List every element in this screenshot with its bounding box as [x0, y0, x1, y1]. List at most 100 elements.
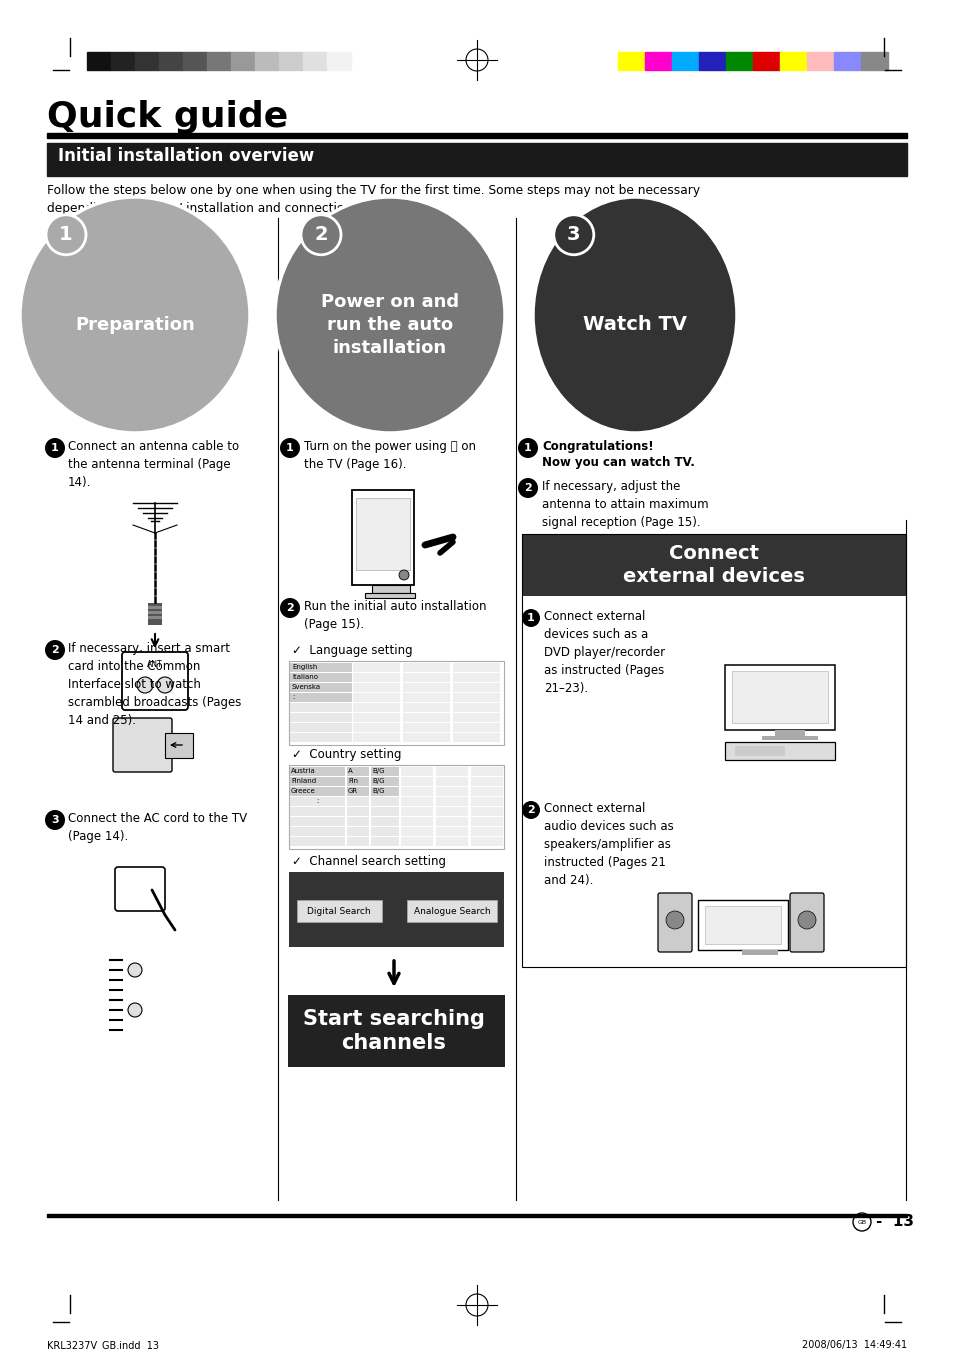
Ellipse shape: [274, 197, 504, 433]
Bar: [471, 778, 502, 786]
Text: Fin: Fin: [348, 778, 357, 784]
FancyBboxPatch shape: [789, 892, 823, 952]
Bar: [290, 767, 345, 776]
Ellipse shape: [533, 197, 737, 433]
FancyBboxPatch shape: [112, 718, 172, 772]
Bar: [436, 807, 468, 815]
Bar: [290, 703, 352, 711]
Circle shape: [45, 810, 65, 830]
Bar: [471, 807, 502, 815]
Bar: [724, 666, 834, 730]
Circle shape: [280, 437, 299, 458]
Bar: [290, 733, 352, 743]
Bar: [734, 747, 784, 756]
Bar: [296, 900, 381, 922]
Text: :: :: [315, 798, 318, 805]
Bar: [347, 807, 369, 815]
Bar: [183, 53, 207, 70]
Bar: [371, 837, 398, 846]
Bar: [347, 787, 369, 796]
Bar: [725, 53, 752, 70]
Bar: [436, 796, 468, 806]
Bar: [231, 53, 254, 70]
Bar: [290, 713, 352, 722]
Text: If necessary, insert a smart
card into the Common
Interface slot to watch
scramb: If necessary, insert a smart card into t…: [68, 643, 241, 728]
Bar: [347, 796, 369, 806]
Bar: [453, 674, 499, 682]
Bar: [290, 724, 352, 732]
Circle shape: [521, 801, 539, 819]
Bar: [402, 703, 450, 711]
Circle shape: [128, 963, 142, 977]
Text: Italiano: Italiano: [292, 674, 317, 680]
Bar: [207, 53, 231, 70]
Bar: [453, 683, 499, 693]
Bar: [402, 683, 450, 693]
Circle shape: [280, 598, 299, 618]
Text: ✓  Language setting: ✓ Language setting: [292, 644, 413, 657]
Text: ✓  Country setting: ✓ Country setting: [292, 748, 401, 761]
Circle shape: [157, 676, 172, 693]
Bar: [400, 787, 433, 796]
Text: A: A: [348, 768, 353, 774]
Bar: [806, 53, 833, 70]
Circle shape: [554, 215, 593, 255]
Bar: [353, 693, 399, 702]
Bar: [453, 693, 499, 702]
Text: GB: GB: [857, 1219, 865, 1224]
Bar: [290, 778, 345, 786]
Bar: [148, 616, 162, 620]
Circle shape: [665, 911, 683, 929]
Bar: [699, 53, 725, 70]
Bar: [400, 778, 433, 786]
Bar: [752, 53, 780, 70]
Text: Quick guide: Quick guide: [47, 100, 288, 134]
Bar: [833, 53, 861, 70]
Text: 1: 1: [523, 443, 532, 454]
Text: GR: GR: [348, 788, 357, 794]
Bar: [353, 713, 399, 722]
Bar: [436, 767, 468, 776]
Bar: [453, 663, 499, 672]
Bar: [371, 778, 398, 786]
Bar: [148, 603, 162, 625]
Bar: [290, 683, 352, 693]
Bar: [402, 724, 450, 732]
Text: Watch TV: Watch TV: [582, 316, 686, 335]
Bar: [780, 53, 806, 70]
Bar: [436, 778, 468, 786]
Bar: [402, 674, 450, 682]
Bar: [402, 733, 450, 743]
Bar: [400, 796, 433, 806]
Circle shape: [137, 676, 152, 693]
Circle shape: [128, 1003, 142, 1017]
Bar: [371, 828, 398, 836]
Bar: [289, 765, 503, 849]
Bar: [436, 817, 468, 826]
Circle shape: [517, 437, 537, 458]
Text: 2: 2: [314, 225, 328, 244]
Bar: [353, 663, 399, 672]
Text: 1: 1: [527, 613, 535, 622]
Text: 2: 2: [286, 603, 294, 613]
Text: Analogue Search: Analogue Search: [414, 906, 490, 915]
Bar: [471, 787, 502, 796]
Text: 1: 1: [59, 225, 72, 244]
Bar: [290, 837, 345, 846]
Bar: [47, 1214, 906, 1216]
Bar: [290, 674, 352, 682]
Bar: [471, 817, 502, 826]
Bar: [774, 730, 804, 736]
Text: B/G: B/G: [372, 768, 384, 774]
Text: ✓  Channel search setting: ✓ Channel search setting: [292, 855, 446, 868]
Bar: [453, 724, 499, 732]
Bar: [521, 535, 905, 595]
Bar: [761, 736, 817, 740]
Bar: [861, 53, 887, 70]
Bar: [471, 796, 502, 806]
Bar: [400, 807, 433, 815]
Bar: [254, 53, 278, 70]
Circle shape: [521, 609, 539, 626]
Text: :: :: [292, 694, 294, 701]
Ellipse shape: [20, 197, 250, 433]
